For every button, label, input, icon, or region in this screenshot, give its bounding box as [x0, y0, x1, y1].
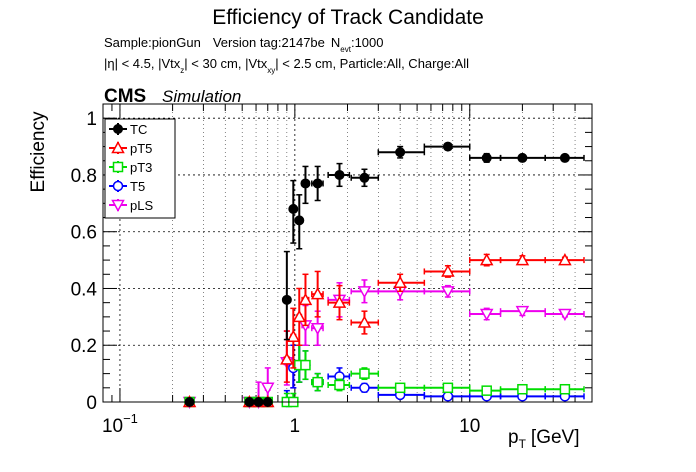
data-point [393, 275, 407, 289]
x-tick-label-base: 10 [102, 416, 123, 437]
data-point [515, 253, 530, 266]
data-point [359, 382, 370, 394]
y-tick-label: 0.2 [71, 336, 97, 357]
y-tick-label: 0.4 [71, 279, 98, 300]
x-axis-label: pT [GeV] [508, 427, 580, 451]
y-tick-label: 0.8 [71, 166, 97, 187]
chart-title: Efficiency of Track Candidate [212, 6, 484, 29]
x-tick-label: 10 [459, 416, 480, 437]
data-point [517, 383, 528, 395]
data-point [442, 382, 454, 394]
subtitle-version: Version tag:2147be [213, 35, 325, 50]
x-tick-label-exponent: −1 [123, 411, 138, 426]
legend-label-pt5: pT5 [130, 141, 152, 156]
legend-label-t5: T5 [130, 179, 145, 194]
y-tick-label: 0.6 [71, 223, 97, 244]
data-point [558, 308, 572, 322]
legend-label-tc: TC [130, 122, 147, 137]
data-point [300, 359, 311, 371]
legend-marker [111, 199, 125, 213]
data-point [332, 295, 347, 308]
data-series [182, 141, 585, 410]
subtitle-nevt-sub: evt [340, 45, 351, 54]
data-point [479, 308, 494, 322]
data-point [359, 368, 370, 379]
data-point [280, 352, 294, 365]
data-point [442, 391, 454, 402]
data-point [260, 382, 275, 395]
data-point [441, 286, 455, 299]
x-tick-label-base: 10 [459, 416, 480, 437]
series-pt5 [182, 253, 585, 408]
data-point [442, 141, 453, 152]
data-point [559, 152, 570, 163]
y-axis-ticks: 0 0.2 0.4 0.6 0.8 1 [71, 103, 592, 414]
data-point [481, 385, 492, 396]
simulation-label: Simulation [162, 87, 241, 106]
legend-marker [113, 124, 123, 134]
data-point [294, 215, 305, 226]
y-axis-label: Efficiency [28, 111, 49, 192]
data-point [479, 253, 494, 266]
subtitle2-part1: |η| < 4.5, |Vtx [104, 56, 181, 71]
data-point [300, 178, 311, 189]
subtitle2-sub1: z [180, 66, 184, 75]
chart-subtitle-line2: |η| < 4.5, |Vtxz| < 30 cm, |Vtxxy| < 2.5… [104, 56, 469, 75]
data-point [312, 178, 323, 189]
data-point [281, 294, 292, 305]
x-axis-label-sub: T [519, 437, 527, 451]
legend-marker [112, 180, 124, 192]
chart-subtitle-line1: Sample:pionGun Version tag:2147be Nevt:100… [104, 35, 384, 54]
series-tc [184, 141, 585, 407]
data-point [441, 264, 455, 277]
y-tick-label: 1 [86, 109, 97, 130]
y-tick-label: 0 [86, 393, 97, 414]
data-point [292, 309, 307, 323]
legend-label-pt3: pT3 [130, 160, 152, 175]
data-point [288, 204, 299, 215]
data-point [515, 305, 530, 319]
x-tick-label-base: 1 [290, 416, 301, 437]
data-point [334, 169, 345, 180]
data-point [481, 152, 492, 163]
data-point [286, 329, 301, 342]
data-point [312, 376, 323, 388]
x-tick-label: 1 [290, 416, 301, 437]
legend-label-pls: pLS [130, 198, 153, 213]
data-point [559, 383, 571, 395]
subtitle-nevt-value: :1000 [351, 35, 384, 50]
data-point [357, 315, 372, 328]
data-point [517, 152, 528, 163]
subtitle2-part2: | < 30 cm, |Vtx [184, 56, 267, 71]
data-point [298, 292, 313, 306]
legend-marker [112, 161, 124, 173]
x-axis-label-unit: [GeV] [531, 427, 580, 448]
data-point [359, 172, 370, 183]
data-point [395, 147, 406, 158]
x-tick-label: 10−1 [102, 411, 138, 437]
data-point [334, 379, 345, 391]
data-point [310, 322, 325, 336]
x-axis-label-main: p [508, 427, 519, 448]
subtitle-nevt-prefix: N [331, 35, 340, 50]
cms-label: CMS [104, 86, 146, 107]
data-point [394, 382, 406, 394]
subtitle2-part3: | < 2.5 cm, Particle:All, Charge:All [275, 56, 469, 71]
data-point [558, 253, 572, 266]
data-point [357, 286, 372, 299]
legend-marker [111, 140, 125, 154]
data-point [310, 287, 325, 300]
legend: TC pT5 pT3 T5 pLS [104, 118, 176, 219]
subtitle-sample: Sample:pionGun [104, 35, 201, 50]
subtitle2-sub2: xy [267, 66, 275, 75]
plot-frame [102, 103, 593, 403]
grid-lines [103, 104, 592, 403]
